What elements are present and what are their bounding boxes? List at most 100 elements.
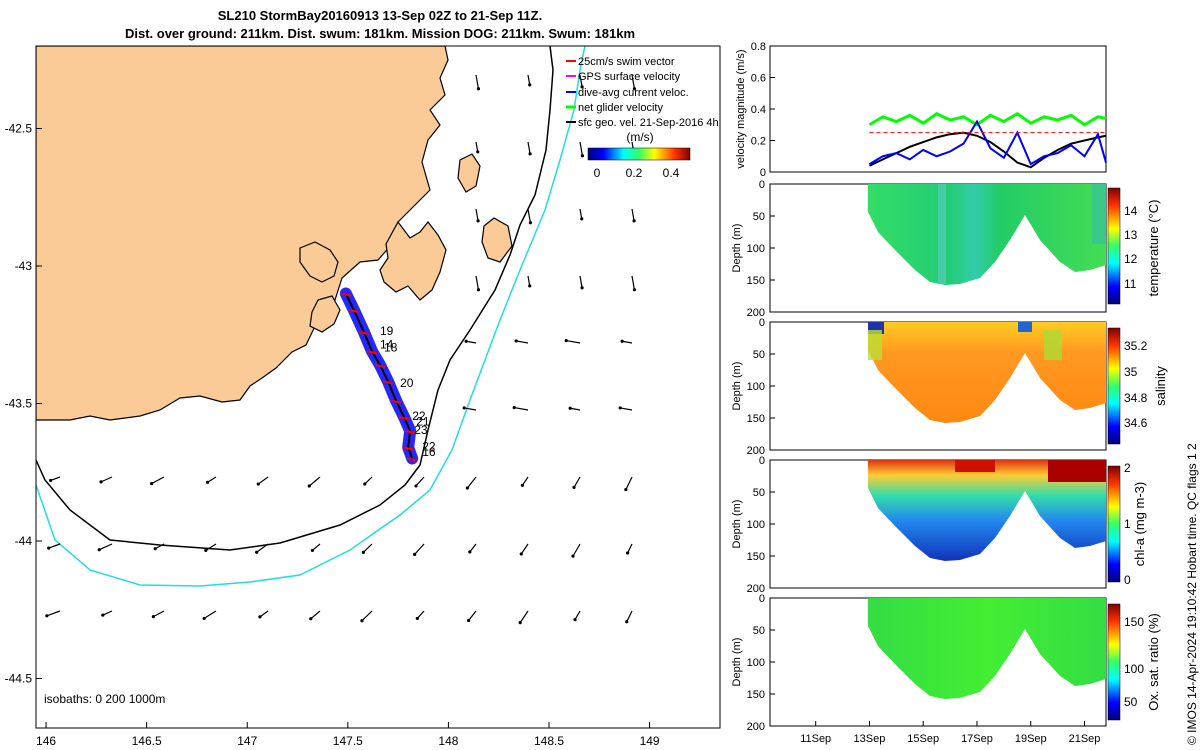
velocity-ytick-label: 0.6	[751, 73, 766, 85]
current-arrow	[259, 610, 269, 618]
current-arrow	[154, 543, 165, 550]
current-arrow-head	[47, 546, 51, 550]
current-arrow-head	[256, 482, 260, 486]
current-arrow-head	[580, 154, 585, 158]
current-arrow	[46, 610, 61, 617]
current-arrow	[579, 74, 583, 87]
current-arrow-head	[632, 288, 637, 292]
depth-tick-label: 0	[759, 455, 765, 467]
map-ytick-label: -42.5	[5, 122, 33, 136]
map-xtick-label: 146.5	[132, 734, 162, 748]
current-arrow	[256, 543, 269, 553]
oxygen-colorbar-tick-2: 150	[1124, 615, 1144, 629]
salinity-colorbar	[1107, 327, 1121, 445]
current-arrow	[475, 74, 480, 89]
current-arrow	[579, 275, 583, 288]
velocity-ytick-label: 0.2	[751, 136, 766, 148]
current-arrow-head	[568, 406, 572, 410]
current-arrow	[475, 208, 479, 221]
current-arrow-head	[624, 487, 628, 492]
depth-tick-label: 200	[747, 307, 765, 319]
current-arrow-head	[573, 618, 577, 622]
current-arrow-head	[310, 548, 314, 553]
current-arrow-head	[258, 615, 262, 619]
map-ytick-label: -44.5	[5, 672, 33, 686]
map-y-ticks: -42.5 -43 -43.5 -44 -44.5	[5, 122, 42, 686]
oxygen-y-ticks: 0 50 100 150 200	[747, 593, 775, 733]
time-tick-label: 21Sep	[1069, 733, 1101, 745]
swim-vector-mark	[358, 331, 370, 335]
east-island	[481, 217, 513, 263]
current-arrow-head	[476, 288, 481, 292]
map-xtick-label: 146	[36, 734, 56, 748]
temperature-cool-patch	[1092, 184, 1106, 244]
salinity-colorbar-tick-1: 34.8	[1124, 391, 1148, 405]
current-arrow	[625, 476, 633, 490]
oxygen-field	[868, 598, 1106, 699]
current-arrow-head	[476, 150, 480, 154]
current-vector-field	[45, 74, 637, 625]
chla-high-patch	[1048, 460, 1106, 482]
current-arrow	[257, 476, 269, 485]
current-arrow-head	[462, 406, 466, 410]
depth-tick-label: 0	[759, 593, 765, 605]
time-x-ticks: 11Sep 13Sep 15Sep 17Sep 19Sep 21Sep	[800, 721, 1100, 745]
current-arrow-head	[150, 481, 154, 486]
current-arrow	[416, 610, 425, 619]
current-arrow-head	[528, 284, 532, 288]
velocity-ytick-label: 0.4	[751, 104, 766, 116]
legend-net-glider-label: net glider velocity	[578, 102, 663, 114]
current-arrow-head	[204, 548, 208, 552]
current-arrow-head	[620, 339, 624, 343]
temperature-colorbar-tick-1: 12	[1124, 252, 1138, 266]
map-ytick-label: -43	[15, 259, 33, 273]
map-xtick-label: 148.5	[534, 734, 564, 748]
map-frame	[35, 45, 721, 729]
current-arrow	[205, 543, 217, 551]
current-arrow	[468, 610, 477, 621]
current-arrow-head	[632, 87, 637, 91]
current-arrow-head	[153, 547, 157, 551]
current-arrow	[520, 543, 529, 555]
current-arrow	[527, 74, 531, 85]
map-x-ticks: 146 146.5 147 147.5 148 148.5 149	[36, 722, 660, 748]
current-arrow-head	[97, 548, 101, 552]
current-arrow	[310, 610, 321, 620]
salinity-fresh-patch-b	[1018, 322, 1032, 332]
temperature-colorbar	[1107, 187, 1121, 305]
current-arrow	[153, 610, 165, 618]
map-ytick-label: -43.5	[5, 397, 33, 411]
current-arrow	[466, 476, 477, 489]
time-tick-label: 19Sep	[1015, 733, 1047, 745]
current-arrow-head	[512, 405, 516, 410]
map-colorbar-tick-1: 0.2	[626, 166, 643, 180]
current-arrow	[631, 74, 636, 89]
salinity-panel: salinity 34.6 34.8 35 35.2 Depth (m) 0 50…	[731, 317, 1168, 457]
time-tick-label: 15Sep	[907, 733, 939, 745]
current-arrow	[573, 476, 581, 488]
chart-title-line2: Dist. over ground: 211km. Dist. swum: 18…	[124, 26, 636, 41]
current-arrow-head	[414, 484, 418, 488]
velocity-ytick-label: 0.8	[751, 41, 766, 53]
day-label: 16	[422, 445, 436, 459]
swim-vector-mark	[366, 350, 378, 355]
day-label: 19	[380, 324, 394, 338]
current-arrow-head	[465, 486, 469, 490]
velocity-ylabel: velocity magnitude (m/s)	[735, 49, 747, 168]
temperature-ylabel: Depth (m)	[731, 224, 743, 273]
velocity-ytick-label: 0	[760, 167, 766, 179]
current-arrow	[626, 610, 633, 623]
tasman-peninsula	[299, 241, 339, 283]
current-arrow	[516, 340, 529, 344]
oxygen-colorbar-tick-0: 50	[1124, 695, 1138, 709]
temperature-colorbar-label: temperature (°C)	[1146, 200, 1161, 297]
velocity-frame	[769, 45, 1107, 173]
current-arrow-head	[528, 221, 533, 225]
temperature-y-ticks: 0 50 100 150 200	[747, 179, 775, 319]
current-arrow-head	[520, 483, 525, 487]
legend-sfc-geo-label: sfc geo. vel. 21-Sep-2016 4h	[578, 117, 719, 129]
current-arrow	[631, 275, 636, 290]
current-arrow-head	[528, 152, 532, 156]
current-arrow	[514, 406, 529, 411]
current-arrow	[566, 339, 581, 344]
